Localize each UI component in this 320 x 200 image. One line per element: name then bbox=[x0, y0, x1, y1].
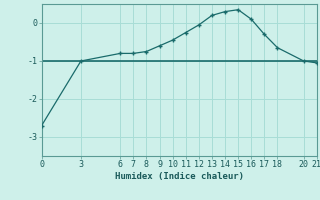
X-axis label: Humidex (Indice chaleur): Humidex (Indice chaleur) bbox=[115, 172, 244, 181]
